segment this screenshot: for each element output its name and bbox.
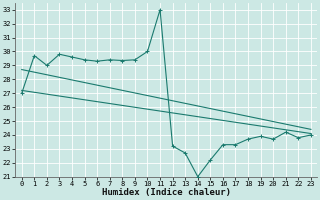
X-axis label: Humidex (Indice chaleur): Humidex (Indice chaleur): [102, 188, 231, 197]
